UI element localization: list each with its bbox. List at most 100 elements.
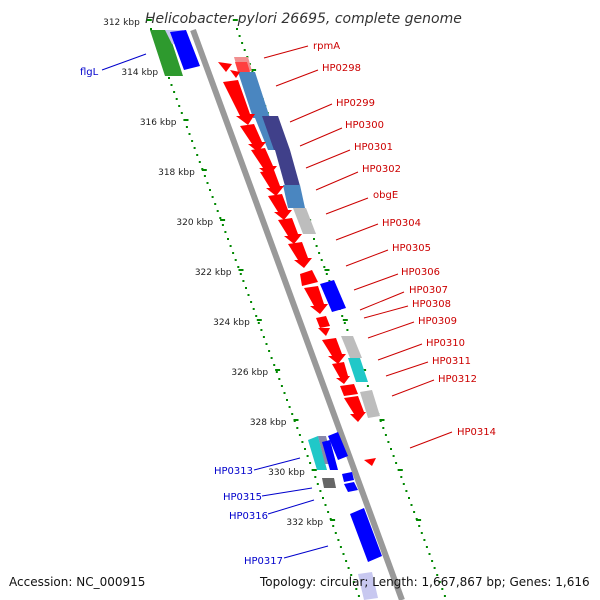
tick-dot <box>433 567 436 569</box>
tick-label: 312 kbp <box>103 18 140 28</box>
gene-label-obgE: obgE <box>325 190 398 215</box>
tick-dot <box>327 511 330 513</box>
gene-arrow-small-1 <box>218 62 232 72</box>
svg-text:HP0305: HP0305 <box>392 243 431 254</box>
genome-summary-text: Topology: circular; Length: 1,667,867 bp… <box>259 575 590 589</box>
tick-dot <box>328 280 331 282</box>
accession-text: Accession: NC_000915 <box>9 575 145 589</box>
tick-dot <box>216 210 219 212</box>
tick-dot <box>334 532 337 534</box>
gene-arrow-HP0317 <box>350 508 382 562</box>
gene-arrow-HP0306-rev <box>320 280 346 312</box>
svg-text:HP0310: HP0310 <box>426 338 465 349</box>
tick-dot <box>322 497 324 499</box>
svg-text:HP0302: HP0302 <box>362 164 401 175</box>
cog-bar-HP0298 <box>238 72 270 118</box>
tick-dot <box>168 77 170 79</box>
gene-label-HP0312: HP0312 <box>391 374 477 397</box>
gene-arrow-HP0312 <box>344 396 366 422</box>
gene-arrow-HP0313-b <box>322 440 338 470</box>
gene-labels: rpmA HP0298 HP0299 HP0300 HP0301 HP0302 … <box>80 41 496 567</box>
tick-dot <box>296 427 299 429</box>
gene-arrow-rpmA <box>235 62 250 72</box>
tick-dot <box>346 329 349 331</box>
svg-text:HP0311: HP0311 <box>432 356 471 367</box>
tick-dot <box>418 525 421 527</box>
gene-arrow-HP0307 <box>316 316 330 328</box>
tick-dot <box>268 350 271 352</box>
tick-dot <box>252 308 255 310</box>
tick-dot <box>319 490 322 492</box>
tick-dot <box>443 595 446 597</box>
cog-bar-HP0312 <box>360 390 380 418</box>
tick-dot <box>306 455 309 457</box>
tick-dot <box>206 182 209 184</box>
tick-dot <box>239 273 242 275</box>
gene-arrow-HP0316 <box>344 482 358 492</box>
tick-dot <box>441 588 444 590</box>
tick-dot <box>150 28 152 30</box>
tick-label: 330 kbp <box>268 468 305 478</box>
tick-dot <box>390 448 392 450</box>
forward-gene-arrows <box>218 62 376 466</box>
svg-text:HP0316: HP0316 <box>229 511 268 522</box>
tick-dot <box>438 581 441 583</box>
tick-dot <box>347 567 350 569</box>
tick-dot <box>175 98 178 100</box>
gene-arrow-HP0299 <box>240 124 266 152</box>
tick-dot <box>410 504 413 506</box>
tick-dot <box>278 378 281 380</box>
tick-dot <box>229 245 232 247</box>
reverse-gene-arrows <box>170 30 382 600</box>
tick-dot <box>211 196 214 198</box>
gene-label-HP0309: HP0309 <box>367 316 457 339</box>
tick-dot <box>280 385 283 387</box>
svg-text:HP0301: HP0301 <box>354 142 393 153</box>
tick-dot <box>395 462 398 464</box>
tick-dot <box>350 574 353 576</box>
gene-label-HP0316: HP0316 <box>229 499 315 522</box>
tick-dot <box>247 294 250 296</box>
tick-dot <box>352 581 355 583</box>
svg-text:HP0309: HP0309 <box>418 316 457 327</box>
map-title: Helicobacter pylori 26695, complete geno… <box>145 11 462 27</box>
tick-dot <box>425 546 428 548</box>
tick-dot <box>423 539 426 541</box>
tick-dot <box>237 266 240 268</box>
gene-arrow-HP0302 <box>268 194 292 220</box>
tick-dot <box>283 392 286 394</box>
svg-text:HP0312: HP0312 <box>438 374 477 385</box>
cog-bar-obgE <box>293 208 316 234</box>
gene-label-HP0299: HP0299 <box>289 98 375 123</box>
tick-dot <box>191 140 194 142</box>
gene-label-HP0307: HP0307 <box>359 285 448 311</box>
svg-text:HP0306: HP0306 <box>401 267 440 278</box>
tick-dot <box>170 84 173 86</box>
svg-text:HP0317: HP0317 <box>244 556 283 567</box>
svg-text:HP0314: HP0314 <box>457 427 496 438</box>
tick-label: 322 kbp <box>195 268 232 278</box>
tick-dot <box>236 28 238 30</box>
gene-label-HP0317: HP0317 <box>244 545 329 567</box>
tick-dot <box>185 126 188 128</box>
cog-bar-HP0310 <box>341 336 362 358</box>
gene-label-HP0301: HP0301 <box>305 142 393 169</box>
tick-dot <box>232 252 235 254</box>
tick-dot <box>214 203 217 205</box>
tick-dot <box>198 161 201 163</box>
tick-dot <box>196 154 199 156</box>
gene-arrow-HP0315 <box>342 472 354 482</box>
svg-text:HP0307: HP0307 <box>409 285 448 296</box>
gene-label-HP0306: HP0306 <box>353 267 440 291</box>
tick-dot <box>366 385 369 387</box>
tick-dot <box>325 273 328 275</box>
tick-dot <box>408 497 410 499</box>
tick-dot <box>286 399 288 401</box>
gene-label-HP0313: HP0313 <box>214 457 301 477</box>
tick-dot <box>313 238 315 240</box>
tick-dot <box>242 280 245 282</box>
gene-arrow-HP0311 <box>340 384 358 396</box>
tick-dot <box>387 441 390 443</box>
gene-arrow-HP0308 <box>318 328 330 336</box>
